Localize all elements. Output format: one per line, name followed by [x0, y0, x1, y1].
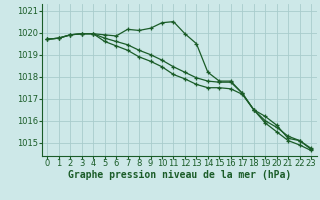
X-axis label: Graphe pression niveau de la mer (hPa): Graphe pression niveau de la mer (hPa): [68, 170, 291, 180]
